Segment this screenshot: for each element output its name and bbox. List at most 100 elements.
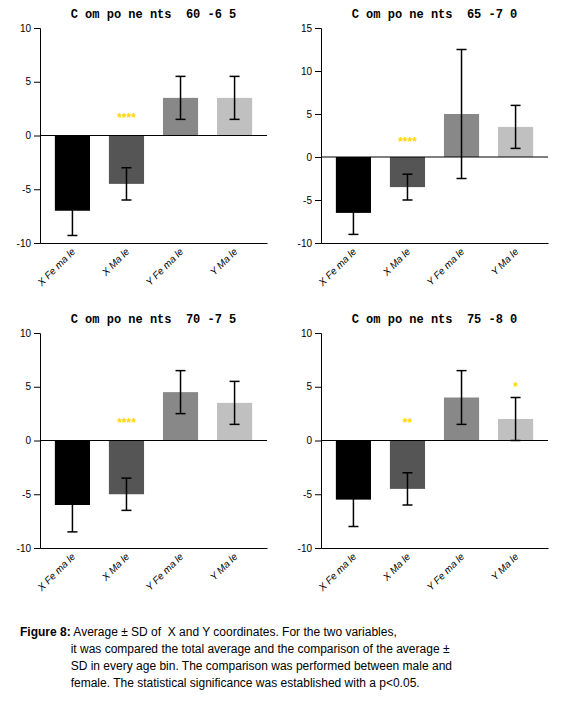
error-bar — [348, 473, 358, 527]
error-bar — [121, 168, 131, 200]
y-tick-label: -10 — [298, 238, 313, 249]
y-tick: 10 — [301, 328, 321, 339]
y-axis: -10 -5 0 5 10 — [298, 328, 322, 554]
x-axis-line — [322, 548, 549, 549]
y-tick-mark — [34, 333, 40, 334]
x-tick: Y Fe ma le — [144, 548, 186, 593]
y-tick-label: 5 — [306, 381, 312, 392]
x-tick-label: Y Ma le — [208, 246, 240, 278]
error-bar-cap — [67, 235, 77, 237]
x-tick-label: X Ma le — [380, 551, 413, 584]
error-bar-cap — [230, 119, 240, 121]
x-tick-label: X Fe ma le — [35, 246, 78, 289]
x-axis-line — [322, 243, 549, 244]
annotation: * — [513, 380, 518, 394]
x-tick-label: X Ma le — [99, 246, 132, 279]
y-axis-line — [315, 334, 322, 549]
y-tick: 5 — [25, 76, 40, 87]
panel-title: C om po ne nts 65 -7 0 — [352, 8, 518, 22]
x-tick: X Ma le — [99, 243, 132, 278]
x-tick-label: Y Fe ma le — [144, 551, 186, 593]
error-bar — [457, 371, 467, 425]
error-bar — [230, 76, 240, 119]
y-tick-label: -10 — [298, 543, 313, 554]
plot-area — [40, 76, 267, 235]
x-axis: X Fe ma leX Ma leY Fe ma leY Ma le — [316, 548, 549, 594]
x-axis: X Fe ma le X Ma le Y Fe ma le Y Ma le — [35, 243, 268, 289]
y-tick-mark — [34, 494, 40, 495]
error-bar-stem — [461, 50, 463, 179]
error-bar-cap — [511, 397, 521, 399]
zero-line — [321, 440, 548, 441]
x-tick: Y Ma le — [489, 243, 521, 277]
y-tick-label: -10 — [17, 238, 32, 249]
x-tick: Y Ma le — [208, 243, 240, 277]
y-tick-label: 5 — [306, 109, 312, 120]
error-bar-cap — [121, 167, 131, 169]
y-tick-mark — [34, 387, 40, 388]
x-axis-line — [41, 548, 268, 549]
y-tick-label: 0 — [25, 435, 31, 446]
error-bar-cap — [348, 191, 358, 193]
y-tick-label: 0 — [25, 130, 31, 141]
x-tick: Y Ma le — [489, 548, 521, 582]
y-tick-mark — [315, 548, 321, 549]
y-tick: -10 — [298, 543, 321, 554]
y-tick-mark — [315, 494, 321, 495]
zero-line — [321, 157, 548, 158]
x-tick-label: Y Fe ma le — [425, 246, 467, 288]
error-bar-cap — [457, 178, 467, 180]
y-tick-mark — [315, 441, 321, 442]
panel-title: C om po ne nts 70 -7 5 — [71, 313, 237, 327]
panel-title: C om po ne nts 75 -8 0 — [352, 313, 518, 327]
y-tick: 0 — [306, 435, 321, 446]
error-bar — [511, 105, 521, 148]
caption-line: it was compared the total average and th… — [71, 642, 450, 656]
y-tick-label: -5 — [22, 184, 31, 195]
y-tick-label: 0 — [306, 152, 312, 163]
annotation: ** — [403, 416, 413, 430]
annotation: **** — [398, 135, 417, 149]
y-tick: 15 — [301, 23, 321, 34]
panel: C om po ne nts 75 -8 0 -10 -5 0 5 10 X Fe ma l… — [298, 313, 549, 594]
x-tick-label: X Fe ma le — [316, 551, 359, 594]
y-tick-label: 15 — [301, 23, 313, 34]
error-bar-cap — [230, 381, 240, 383]
error-bar-cap — [230, 424, 240, 426]
y-tick-label: 5 — [25, 76, 31, 87]
error-bar-cap — [121, 510, 131, 512]
x-tick: X Ma le — [380, 548, 413, 583]
error-bar-stem — [126, 478, 128, 510]
x-tick: Y Ma le — [208, 548, 240, 582]
error-bar — [67, 478, 77, 532]
error-bar-cap — [348, 526, 358, 528]
y-tick-label: 10 — [301, 328, 313, 339]
error-bar-cap — [176, 119, 186, 121]
annotation: **** — [117, 416, 136, 430]
caption-line: Average ± SD of X and Y coordinates. For… — [71, 625, 397, 639]
error-bar-cap — [511, 105, 521, 107]
panel-title: C om po ne nts 60 -6 5 — [71, 8, 237, 22]
y-tick: 0 — [306, 152, 321, 163]
x-tick: X Ma le — [380, 243, 413, 278]
error-bar-cap — [457, 49, 467, 51]
y-axis-line — [34, 29, 41, 244]
annotation: **** — [117, 111, 136, 125]
caption-line: female. The statistical significance was… — [71, 676, 420, 690]
y-tick-mark — [34, 243, 40, 244]
y-tick: -5 — [303, 489, 321, 500]
y-tick: -10 — [17, 543, 40, 554]
error-bar-stem — [515, 105, 517, 148]
y-tick-mark — [315, 333, 321, 334]
caption: Figure 8: Average ± SD of X and Y coordi… — [20, 625, 452, 690]
error-bar-cap — [511, 148, 521, 150]
y-tick: -5 — [303, 195, 321, 206]
y-tick-mark — [315, 387, 321, 388]
x-tick-label: Y Fe ma le — [144, 246, 186, 288]
x-tick: Y Fe ma le — [425, 243, 467, 288]
y-tick-mark — [315, 243, 321, 244]
y-tick-mark — [34, 82, 40, 83]
y-tick: 10 — [20, 328, 40, 339]
error-bar — [176, 371, 186, 414]
error-bar-cap — [67, 185, 77, 187]
